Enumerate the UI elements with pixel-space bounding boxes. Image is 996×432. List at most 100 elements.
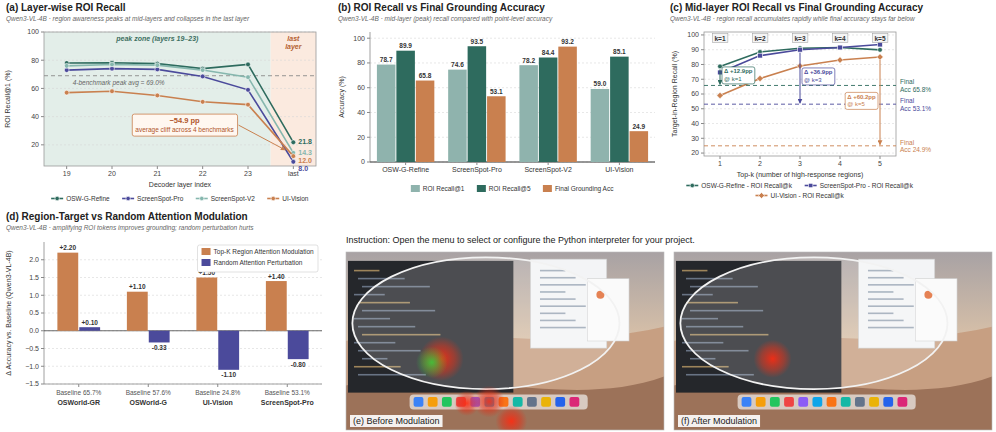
- reference-label: 4-benchmark peak avg = 69.0%: [73, 79, 165, 87]
- legend-marker: [808, 183, 812, 187]
- tick-label: 50: [691, 105, 699, 112]
- series-line: [67, 69, 294, 162]
- point: [110, 89, 115, 94]
- tick: [720, 156, 721, 159]
- point: [757, 75, 763, 81]
- tick-label: ScreenSpot-Pro: [452, 166, 502, 174]
- tick-label: 0: [361, 158, 365, 165]
- annotation-text: Δ +12.9pp: [724, 68, 753, 74]
- tick: [41, 348, 44, 349]
- data-label: +0.10: [81, 319, 98, 326]
- series-line: [67, 63, 294, 143]
- k-label: k=2: [754, 35, 765, 42]
- tick-label: 21: [153, 170, 161, 177]
- tick-label: 3: [798, 160, 802, 167]
- frame: [704, 32, 896, 156]
- legend-label: ScreenSpot-V2: [211, 195, 255, 203]
- tick: [202, 166, 203, 169]
- screenshot: [674, 252, 992, 430]
- data-label: 53.1: [490, 88, 503, 95]
- axis-line: [44, 384, 322, 385]
- tick: [248, 166, 249, 169]
- point: [64, 63, 69, 68]
- data-label: 12.0: [298, 157, 312, 164]
- tick: [41, 144, 44, 145]
- label-box: [350, 415, 443, 427]
- legend-item: UI-Vision: [267, 195, 309, 202]
- annotation-box: [722, 67, 755, 84]
- tick: [367, 112, 370, 113]
- tick-label: 30: [691, 135, 699, 142]
- point: [291, 140, 296, 145]
- tick-label: 20: [691, 149, 699, 156]
- point: [878, 42, 883, 47]
- tick-label: 5: [878, 160, 882, 167]
- k-label-box: [712, 34, 727, 43]
- point: [718, 64, 723, 69]
- point: [878, 47, 883, 52]
- tick-label: 19: [63, 170, 71, 177]
- dock-icon: [855, 397, 865, 407]
- legend-item: ROI Recall@5: [477, 185, 531, 192]
- dock-icon: [527, 397, 537, 407]
- grid-line: [704, 153, 896, 154]
- point: [291, 159, 296, 164]
- point: [758, 53, 763, 58]
- bar: [487, 96, 506, 162]
- tick-label: 60: [31, 85, 39, 92]
- tick-label: OSWorld-GR: [57, 399, 100, 406]
- grid-line: [44, 384, 322, 385]
- legend-label: Final Grounding Acc: [555, 185, 614, 193]
- tick: [701, 123, 704, 124]
- magnifier: [680, 257, 947, 389]
- dock-icon: [827, 397, 837, 407]
- bar: [558, 47, 577, 162]
- annotation: Δ +12.9pp@ k=1: [722, 67, 755, 84]
- tick-label: 0.0: [29, 327, 39, 334]
- axis-title: ROI Recall@1 (%): [4, 70, 12, 128]
- tick: [367, 162, 370, 163]
- tick: [701, 138, 704, 139]
- k-label: k=3: [794, 35, 805, 42]
- annotation-text: @ k=5: [847, 101, 865, 107]
- wallpaper: [346, 252, 664, 430]
- dock-icon: [428, 397, 438, 407]
- dock-icon: [812, 397, 822, 407]
- legend-label: Top-K Region Attention Modulation: [214, 248, 314, 256]
- zone-label: peak zone (layers 19–23): [115, 35, 199, 43]
- series-group: [64, 60, 295, 164]
- legend-swatch: [543, 185, 552, 192]
- legend-swatch: [411, 185, 420, 192]
- legend-marker: [126, 196, 130, 200]
- tick: [701, 34, 704, 35]
- point: [246, 75, 251, 80]
- legend-marker: [271, 196, 275, 200]
- tick: [41, 88, 44, 89]
- legend-label: ScreenSpot-Pro: [137, 195, 184, 203]
- bar: [591, 89, 610, 162]
- title: (a) Layer-wise ROI Recall: [6, 2, 126, 13]
- reference-label: Acc 65.8%: [900, 86, 931, 93]
- grid-line: [370, 38, 655, 39]
- point: [64, 90, 69, 95]
- bar: [610, 57, 629, 162]
- title: (c) Mid-layer ROI Recall vs Final Ground…: [670, 2, 923, 13]
- tick: [701, 108, 704, 109]
- dock-icon: [414, 397, 424, 407]
- tick-label: 2.0: [29, 256, 39, 263]
- bar: [57, 253, 78, 331]
- point: [155, 63, 160, 68]
- point: [200, 99, 205, 104]
- tick-label: 1.0: [29, 292, 39, 299]
- annotation: Δ +36.9pp@ k=3: [802, 68, 835, 85]
- tick-label: 20: [31, 141, 39, 148]
- tick: [760, 156, 761, 159]
- point: [110, 62, 115, 67]
- legend-label: ScreenSpot-Pro - ROI Recall@k: [820, 182, 914, 190]
- point: [246, 102, 251, 107]
- legend: Top-K Region Attention ModulationRandom …: [198, 245, 318, 272]
- tick: [217, 384, 218, 387]
- axis-title: Δ Accuracy vs. Baseline (Qwen3-VL-4B): [5, 250, 13, 375]
- annotation-box: [845, 92, 878, 109]
- attention-heat: [416, 346, 448, 378]
